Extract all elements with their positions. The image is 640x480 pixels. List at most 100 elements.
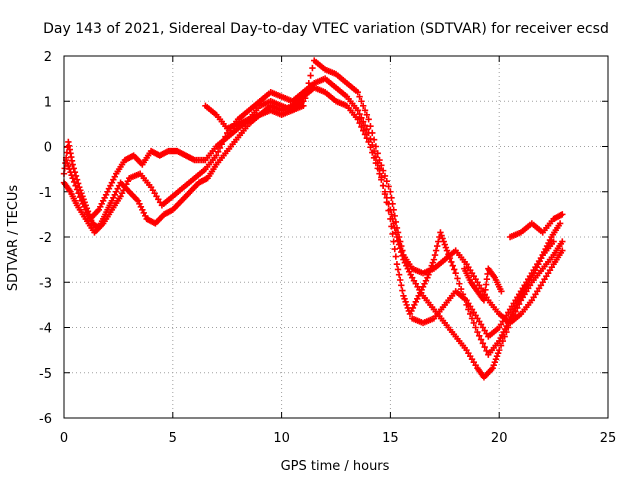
data-point xyxy=(448,258,455,266)
data-point xyxy=(398,242,405,250)
x-axis-label: GPS time / hours xyxy=(281,459,390,474)
data-point xyxy=(216,144,224,152)
data-point xyxy=(559,211,566,218)
data-point xyxy=(403,301,410,309)
data-point xyxy=(402,298,409,306)
data-point xyxy=(493,352,501,360)
data-point xyxy=(449,262,456,269)
data-point xyxy=(383,177,390,185)
data-point xyxy=(69,161,76,168)
data-point xyxy=(73,186,81,193)
data-point xyxy=(360,127,367,134)
y-tick-label: 1 xyxy=(44,95,52,110)
data-point xyxy=(379,182,387,189)
data-point xyxy=(556,220,564,227)
chart-title: Day 143 of 2021, Sidereal Day-to-day VTE… xyxy=(43,21,609,37)
data-point xyxy=(389,230,396,238)
data-point xyxy=(68,171,75,179)
data-point xyxy=(356,119,363,127)
data-point xyxy=(399,247,406,254)
x-tick-label: 10 xyxy=(273,431,290,446)
y-tick-label: 0 xyxy=(44,141,52,156)
x-tick-label: 25 xyxy=(600,431,617,446)
data-point xyxy=(213,152,220,159)
data-point xyxy=(559,247,566,254)
data-point xyxy=(490,362,497,369)
data-point xyxy=(220,137,227,144)
data-point xyxy=(378,174,385,181)
data-series xyxy=(60,75,564,358)
data-point xyxy=(498,288,505,295)
data-point xyxy=(367,122,374,130)
data-series xyxy=(408,238,557,340)
data-point xyxy=(483,347,490,355)
data-point xyxy=(435,238,442,245)
data-point xyxy=(430,256,438,263)
data-point xyxy=(445,251,452,258)
data-point xyxy=(428,262,435,269)
plot-frame xyxy=(63,55,609,419)
data-point xyxy=(365,116,372,123)
data-point xyxy=(374,159,381,167)
data-point xyxy=(214,148,222,155)
y-tick-label: -3 xyxy=(39,276,52,291)
data-point xyxy=(388,211,395,218)
data-point xyxy=(395,233,403,241)
data-point xyxy=(429,259,437,266)
data-point xyxy=(392,253,400,260)
data-point xyxy=(385,207,392,214)
data-point xyxy=(66,165,73,173)
data-point xyxy=(75,190,82,197)
data-point xyxy=(438,232,445,239)
data-series xyxy=(506,211,566,241)
data-point xyxy=(427,265,434,272)
data-point xyxy=(367,135,374,143)
data-point xyxy=(489,365,496,372)
data-point xyxy=(466,310,474,318)
data-point xyxy=(441,241,448,248)
data-point xyxy=(392,218,400,226)
data-point xyxy=(396,238,404,245)
data-point xyxy=(474,328,481,336)
y-tick-label: -1 xyxy=(39,186,52,201)
data-point xyxy=(468,315,476,322)
data-point xyxy=(456,280,463,287)
data-point xyxy=(433,242,441,250)
data-point xyxy=(472,324,479,331)
data-point xyxy=(497,342,505,349)
data-point xyxy=(387,188,394,195)
data-series xyxy=(60,84,566,381)
data-point xyxy=(454,275,461,282)
y-tick-label: -4 xyxy=(39,322,52,337)
data-point xyxy=(307,72,314,79)
x-tick-label: 15 xyxy=(382,431,399,446)
data-point xyxy=(360,102,367,109)
data-point xyxy=(376,165,383,173)
y-axis-label: SDTVAR / TECUs xyxy=(6,185,21,292)
data-point xyxy=(479,340,487,347)
data-point xyxy=(481,343,488,351)
data-point xyxy=(452,270,459,277)
data-point xyxy=(374,150,381,157)
data-point xyxy=(477,336,485,343)
data-point xyxy=(372,153,380,161)
data-point xyxy=(354,107,361,114)
grid xyxy=(63,55,609,419)
data-point xyxy=(64,159,71,167)
data-point xyxy=(354,116,361,123)
data-point xyxy=(494,349,502,357)
data-point xyxy=(218,141,225,148)
data-point xyxy=(437,229,444,236)
data-point xyxy=(358,98,365,105)
data-point xyxy=(395,271,403,278)
data-point xyxy=(65,162,72,170)
data-point xyxy=(69,174,76,182)
data-point xyxy=(394,229,402,236)
data-point xyxy=(385,183,392,190)
data-point xyxy=(379,167,387,174)
data-point xyxy=(222,133,229,140)
data-point xyxy=(476,332,483,339)
data-point xyxy=(378,162,385,169)
data-point xyxy=(446,254,454,262)
